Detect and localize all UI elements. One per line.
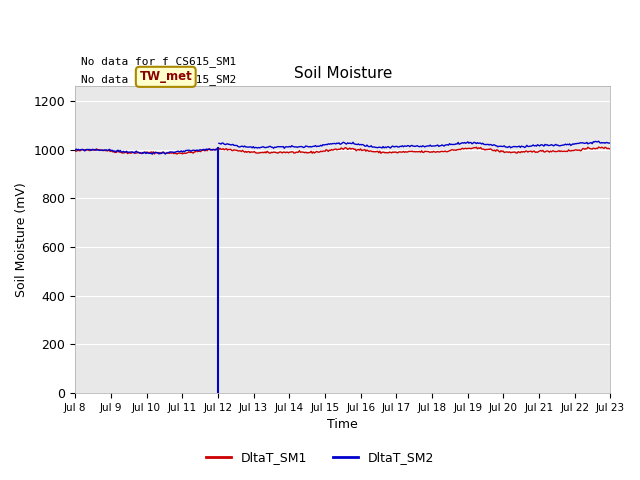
X-axis label: Time: Time	[328, 419, 358, 432]
Legend: DltaT_SM1, DltaT_SM2: DltaT_SM1, DltaT_SM2	[201, 446, 439, 469]
Text: No data for f_CS615_SM2: No data for f_CS615_SM2	[81, 74, 236, 85]
Title: Soil Moisture: Soil Moisture	[294, 66, 392, 81]
Text: No data for f_CS615_SM1: No data for f_CS615_SM1	[81, 56, 236, 67]
Text: TW_met: TW_met	[140, 71, 192, 84]
Y-axis label: Soil Moisture (mV): Soil Moisture (mV)	[15, 182, 28, 297]
